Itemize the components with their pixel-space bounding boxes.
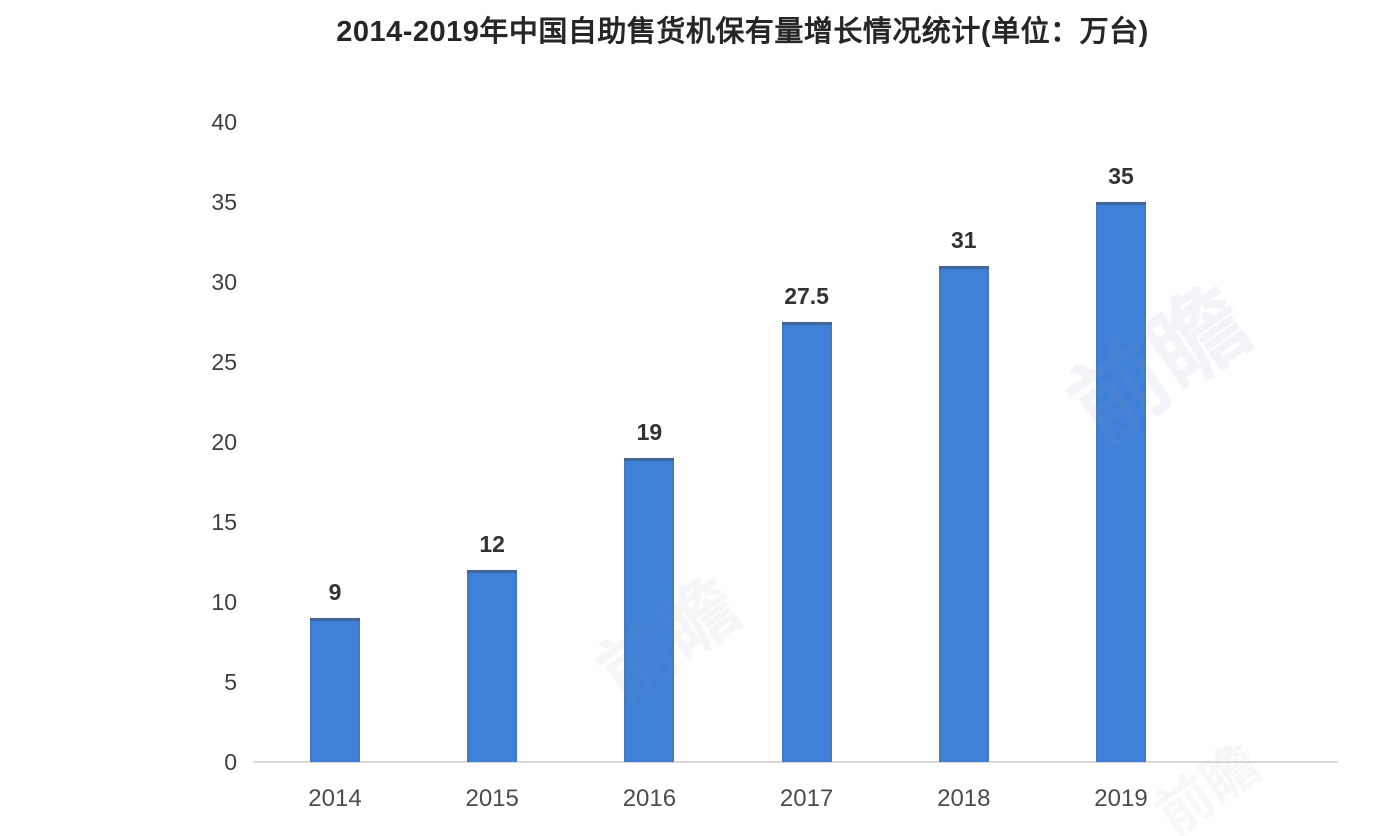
bar: [1096, 202, 1146, 762]
y-axis-tick-label: 0: [224, 749, 237, 775]
y-axis-tick-label: 15: [211, 509, 237, 535]
y-axis-tick-label: 35: [211, 189, 237, 215]
y-axis-tick-label: 5: [224, 669, 237, 695]
watermark: 前瞻: [1145, 732, 1271, 836]
y-axis-tick-label: 20: [211, 429, 237, 455]
x-axis-tick-label: 2018: [937, 785, 991, 812]
bar: [938, 266, 989, 762]
x-axis-tick-label: 2017: [779, 785, 834, 812]
y-axis-tick-label: 30: [211, 269, 237, 295]
bar-value-label: 9: [328, 579, 342, 605]
x-axis-tick-label: 2015: [465, 785, 519, 812]
y-axis-tick-label: 25: [211, 349, 237, 375]
bar-value-label: 12: [479, 531, 505, 557]
x-axis-tick-label: 2014: [308, 785, 362, 812]
x-axis-line: [253, 761, 1338, 763]
bar: [310, 618, 360, 762]
bar: [624, 458, 675, 762]
bar: [467, 570, 518, 762]
bar-value-label: 27.5: [784, 283, 829, 309]
x-axis-tick-label: 2019: [1094, 785, 1148, 812]
bar-value-label: 19: [636, 419, 663, 445]
bar-value-label: 35: [1108, 163, 1134, 189]
bar-value-label: 31: [951, 227, 977, 253]
chart-title: 2014-2019年中国自助售货机保有量增长情况统计(单位：万台): [336, 16, 1149, 48]
bar: [781, 322, 832, 762]
x-axis-tick-label: 2016: [622, 785, 677, 812]
watermark: 前瞻: [1051, 267, 1269, 464]
y-axis-tick-label: 10: [211, 589, 237, 615]
y-axis-tick-label: 40: [211, 109, 237, 135]
